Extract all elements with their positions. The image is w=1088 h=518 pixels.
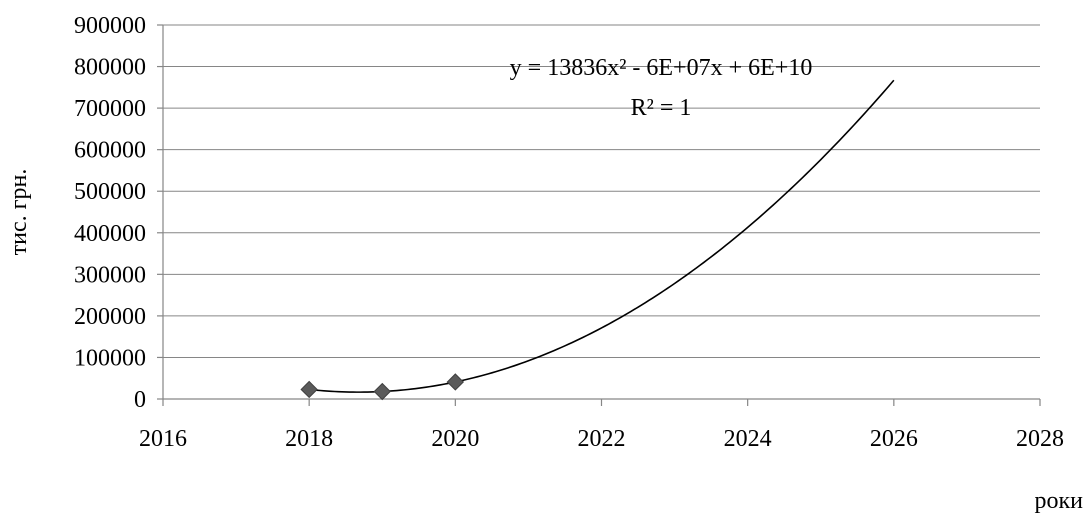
y-axis-label: тис. грн. [6, 169, 32, 256]
x-tick-label: 2022 [578, 426, 626, 452]
y-tick-label: 800000 [74, 55, 146, 81]
y-tick-label: 400000 [74, 221, 146, 247]
axes [162, 25, 1040, 400]
y-tick-labels: 0 100000 200000 300000 400000 500000 600000 700… [74, 13, 146, 413]
y-tick-label: 300000 [74, 262, 146, 288]
data-points [300, 373, 465, 401]
x-tick-labels: 2016 2018 2020 2022 2024 2026 2028 [139, 426, 1064, 452]
y-tick-label: 500000 [74, 179, 146, 205]
trendline-r-squared: R² = 1 [631, 95, 692, 121]
data-point [446, 373, 465, 391]
y-tick-label: 700000 [74, 96, 146, 122]
x-axis-label: роки [1034, 488, 1083, 514]
grid-lines [157, 24, 1041, 406]
trendline-equation: y = 13836x² - 6E+07x + 6E+10 [510, 55, 813, 81]
x-tick-label: 2028 [1016, 426, 1064, 452]
y-tick-label: 0 [134, 387, 146, 413]
x-tick-label: 2018 [285, 426, 333, 452]
y-tick-label: 900000 [74, 13, 146, 39]
y-tick-label: 100000 [74, 345, 146, 371]
y-tick-label: 600000 [74, 138, 146, 164]
data-point [373, 382, 391, 401]
data-point [300, 380, 318, 399]
y-tick-label: 200000 [74, 304, 146, 330]
trend-line [309, 79, 895, 393]
x-tick-label: 2024 [724, 426, 772, 452]
x-tick-label: 2026 [870, 426, 918, 452]
x-tick-label: 2020 [431, 426, 479, 452]
x-tick-label: 2016 [139, 426, 187, 452]
